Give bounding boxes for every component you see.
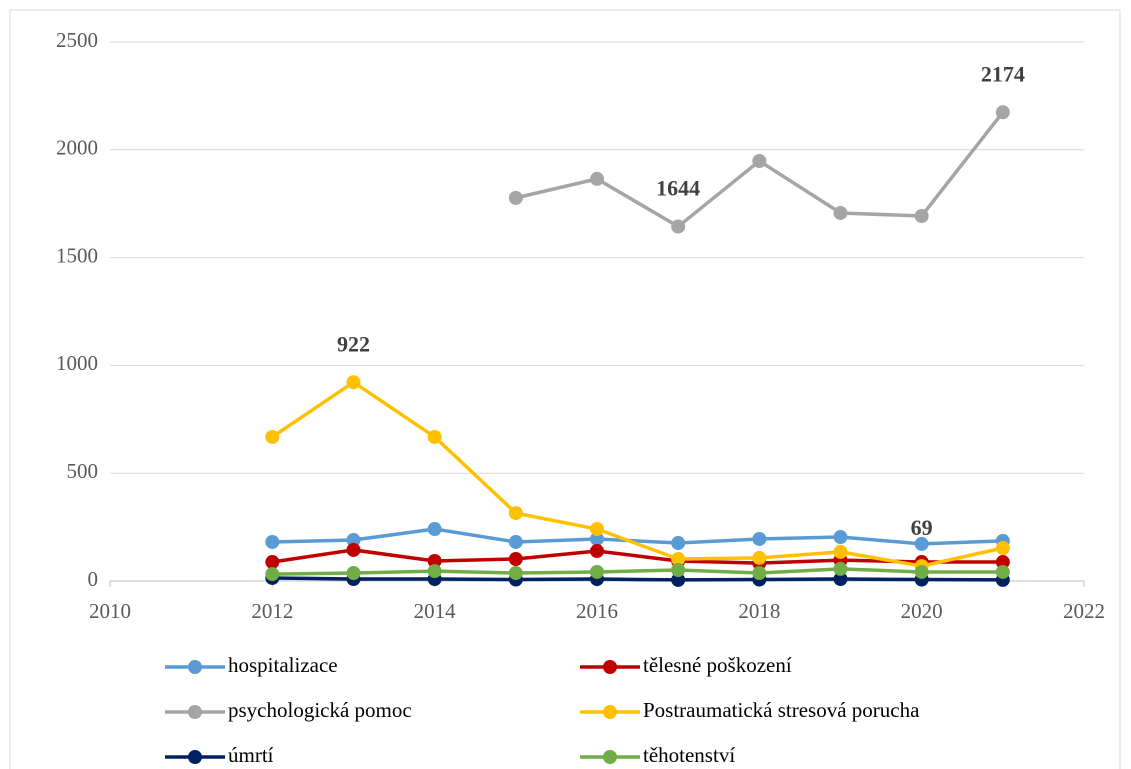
data-point — [671, 552, 686, 567]
data-point — [833, 561, 848, 576]
data-point — [508, 190, 523, 205]
data-point — [508, 566, 523, 581]
data-point — [265, 567, 280, 582]
data-point — [590, 544, 604, 559]
series-line — [272, 527, 1003, 546]
data-point — [995, 555, 1010, 570]
data-point — [508, 506, 523, 521]
x-tick-label: 2014 — [414, 599, 457, 623]
y-tick-label: 1500 — [56, 243, 98, 267]
series-line — [272, 576, 1003, 582]
data-point — [752, 154, 767, 169]
data-point — [265, 429, 280, 444]
legend-label: těhotenství — [643, 743, 735, 767]
x-tick-label: 2010 — [89, 599, 131, 623]
data-point — [671, 572, 686, 587]
data-point — [995, 564, 1010, 579]
data-point — [671, 219, 686, 234]
legend-label: Postraumatická stresová porucha — [643, 698, 920, 722]
x-tick-label: 2020 — [901, 599, 943, 623]
legend-label: hospitalizace — [228, 653, 338, 677]
data-point — [833, 572, 848, 587]
x-tick-label: 2012 — [251, 599, 293, 623]
y-tick-label: 2000 — [56, 136, 98, 160]
data-point — [914, 208, 929, 223]
data-point — [995, 541, 1010, 556]
series-line — [271, 380, 1004, 568]
data-label: 922 — [337, 331, 370, 356]
data-point — [427, 429, 442, 444]
legend-label: tělesné poškození — [643, 653, 792, 677]
data-point — [752, 566, 767, 581]
legend-marker — [603, 660, 617, 674]
data-label: 69 — [911, 515, 933, 540]
data-point — [346, 566, 361, 581]
legend-label: psychologická pomoc — [228, 698, 412, 722]
x-tick-label: 2022 — [1063, 599, 1105, 623]
y-tick-label: 2500 — [56, 28, 98, 52]
data-point — [995, 105, 1010, 120]
y-tick-label: 1000 — [56, 351, 98, 375]
data-point — [590, 522, 604, 537]
data-point — [914, 536, 929, 551]
data-point — [346, 542, 361, 557]
data-point — [346, 533, 361, 548]
data-point — [833, 530, 848, 545]
x-tick-label: 2018 — [738, 599, 780, 623]
data-point — [671, 536, 686, 551]
legend-marker — [188, 660, 202, 674]
data-point — [914, 564, 929, 579]
data-point — [671, 563, 686, 578]
data-point — [265, 555, 280, 570]
series-line — [272, 567, 1003, 576]
data-point — [346, 375, 361, 390]
legend-marker — [603, 750, 617, 764]
legend-label: úmrtí — [228, 743, 274, 767]
data-point — [508, 534, 523, 549]
data-point — [427, 564, 442, 579]
data-point — [590, 531, 604, 546]
data-point — [265, 534, 280, 549]
legend-marker — [603, 705, 617, 719]
data-point — [833, 544, 848, 559]
data-point — [590, 171, 604, 186]
legend-marker — [188, 750, 202, 764]
y-tick-label: 500 — [67, 459, 99, 483]
y-tick-label: 0 — [88, 567, 99, 591]
data-label: 1644 — [656, 176, 700, 201]
data-point — [833, 205, 848, 220]
data-point — [752, 550, 767, 565]
data-point — [427, 553, 442, 568]
series-line — [515, 111, 1005, 229]
series-line — [272, 548, 1003, 565]
data-label: 2174 — [981, 61, 1025, 86]
x-tick-label: 2016 — [576, 599, 618, 623]
data-point — [752, 531, 767, 546]
data-point — [508, 552, 523, 567]
data-point — [590, 564, 604, 579]
legend-marker — [188, 705, 202, 719]
chart-border — [9, 9, 1121, 769]
data-point — [427, 522, 442, 537]
